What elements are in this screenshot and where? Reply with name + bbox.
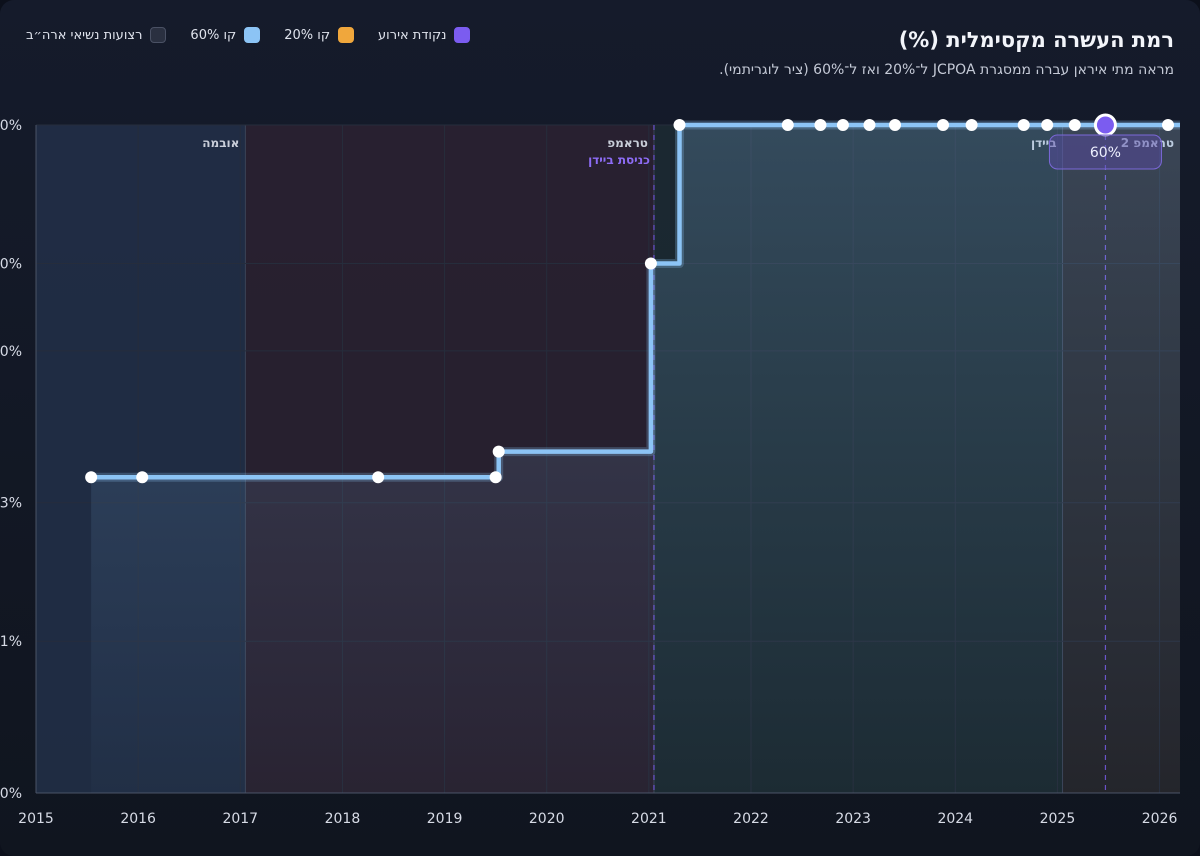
x-tick-label: 2018 xyxy=(325,811,361,827)
data-point xyxy=(1068,119,1081,131)
y-tick-label: 1% xyxy=(0,634,22,650)
data-point xyxy=(836,119,849,131)
chart-legend: רצועות נשיאי ארה״ב קו 60% קו 20% נקודת א… xyxy=(26,27,471,43)
y-tick-label: 10% xyxy=(0,344,22,360)
data-point xyxy=(492,445,505,458)
data-point xyxy=(372,471,385,484)
data-point xyxy=(863,119,876,131)
legend-label: רצועות נשיאי ארה״ב xyxy=(26,27,143,43)
x-tick-label: 2017 xyxy=(222,811,258,827)
legend-swatch-line-60 xyxy=(244,27,261,43)
legend-label: נקודת אירוע xyxy=(378,27,447,43)
y-tick-label: 20% xyxy=(0,257,22,273)
data-point xyxy=(781,119,794,131)
data-point xyxy=(1162,119,1174,131)
data-point xyxy=(489,471,502,484)
x-tick-label: 2023 xyxy=(835,811,871,827)
chart-subtitle: מראה מתי איראן עברה ממסגרת JCPOA ל־20% ו… xyxy=(719,62,1174,78)
data-point xyxy=(1017,119,1030,131)
x-tick-label: 2015 xyxy=(18,811,54,827)
legend-item-president-bands[interactable]: רצועות נשיאי ארה״ב xyxy=(26,27,167,43)
data-point xyxy=(673,119,686,131)
legend-item-line-60[interactable]: קו 60% xyxy=(190,27,261,43)
legend-swatch-president-bands xyxy=(150,27,167,43)
legend-label: קו 20% xyxy=(284,27,331,43)
data-point xyxy=(889,119,902,131)
y-tick-label: 60% xyxy=(0,118,22,134)
chart-title: רמת העשרה מקסימלית (%) xyxy=(898,28,1174,52)
event-line-label: כניסת ביידן xyxy=(588,153,650,167)
data-point xyxy=(1041,119,1054,131)
y-tick-label: 0% xyxy=(0,786,22,802)
legend-label: קו 60% xyxy=(190,27,237,43)
legend-item-event-point[interactable]: נקודת אירוע xyxy=(378,27,471,43)
x-tick-label: 2024 xyxy=(937,811,973,827)
band-label: אובמה xyxy=(202,136,239,150)
legend-item-line-20[interactable]: קו 20% xyxy=(284,27,355,43)
data-point xyxy=(136,471,149,484)
legend-swatch-line-20 xyxy=(338,27,355,43)
data-point-highlighted xyxy=(1093,113,1117,137)
x-tick-label: 2026 xyxy=(1142,811,1178,827)
x-tick-label: 2022 xyxy=(733,811,769,827)
x-axis-title: ציר זמן xyxy=(607,852,649,856)
band-label: טראמפ xyxy=(607,136,648,150)
x-tick-label: 2016 xyxy=(120,811,156,827)
series-area xyxy=(91,125,1181,793)
data-point xyxy=(644,257,657,270)
data-point xyxy=(965,119,978,131)
data-point xyxy=(85,471,98,484)
x-tick-label: 2025 xyxy=(1040,811,1076,827)
tooltip-box xyxy=(1048,134,1162,170)
y-tick-label: 3% xyxy=(0,496,22,512)
x-tick-label: 2019 xyxy=(427,811,463,827)
x-tick-label: 2021 xyxy=(631,811,667,827)
data-point xyxy=(814,119,827,131)
tooltip-label: 60% xyxy=(1090,145,1121,161)
data-point xyxy=(937,119,950,131)
legend-swatch-event-point xyxy=(454,27,471,43)
x-tick-label: 2020 xyxy=(529,811,565,827)
